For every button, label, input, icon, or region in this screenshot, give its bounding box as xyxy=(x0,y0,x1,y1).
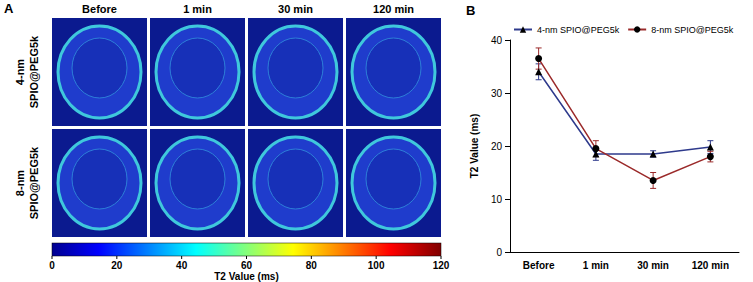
svg-text:60: 60 xyxy=(241,260,253,271)
svg-text:40: 40 xyxy=(176,260,188,271)
svg-text:A: A xyxy=(4,1,14,16)
svg-text:120: 120 xyxy=(433,260,450,271)
svg-text:1 min: 1 min xyxy=(183,3,212,15)
svg-text:4-nm SPIO@PEG5k: 4-nm SPIO@PEG5k xyxy=(537,25,620,35)
svg-text:40: 40 xyxy=(491,35,503,46)
svg-text:30 min: 30 min xyxy=(637,260,669,271)
svg-text:10: 10 xyxy=(491,194,503,205)
svg-text:0: 0 xyxy=(496,247,502,258)
svg-text:B: B xyxy=(466,3,475,18)
svg-text:8-nm: 8-nm xyxy=(14,170,26,197)
svg-text:120 min: 120 min xyxy=(373,3,414,15)
svg-text:30 min: 30 min xyxy=(278,3,313,15)
svg-text:20: 20 xyxy=(491,141,503,152)
svg-text:80: 80 xyxy=(306,260,318,271)
svg-text:T2 Value (ms): T2 Value (ms) xyxy=(469,114,480,178)
svg-text:SPIO@PEG5k: SPIO@PEG5k xyxy=(28,35,40,108)
svg-text:8-nm SPIO@PEG5k: 8-nm SPIO@PEG5k xyxy=(651,25,734,35)
svg-text:30: 30 xyxy=(491,88,503,99)
svg-text:1 min: 1 min xyxy=(583,260,609,271)
svg-text:0: 0 xyxy=(49,260,55,271)
svg-text:120 min: 120 min xyxy=(692,260,729,271)
svg-text:20: 20 xyxy=(111,260,123,271)
svg-text:100: 100 xyxy=(368,260,385,271)
svg-text:T2 Value (ms): T2 Value (ms) xyxy=(214,271,278,282)
svg-text:SPIO@PEG5k: SPIO@PEG5k xyxy=(28,146,40,219)
svg-text:4-nm: 4-nm xyxy=(14,59,26,86)
svg-text:Before: Before xyxy=(523,260,555,271)
svg-text:Before: Before xyxy=(82,3,117,15)
